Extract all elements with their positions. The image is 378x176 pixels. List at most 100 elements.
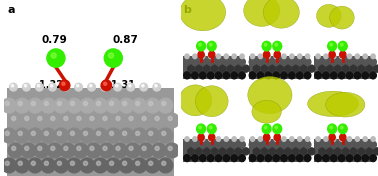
Circle shape xyxy=(223,155,229,162)
Circle shape xyxy=(370,58,376,65)
Bar xyxy=(183,139,244,162)
Circle shape xyxy=(330,126,333,129)
Circle shape xyxy=(338,41,347,51)
Circle shape xyxy=(122,131,127,136)
Circle shape xyxy=(142,146,146,150)
Circle shape xyxy=(125,143,140,158)
Circle shape xyxy=(366,148,372,155)
Circle shape xyxy=(5,101,9,106)
Ellipse shape xyxy=(316,4,341,27)
Text: b: b xyxy=(183,5,191,15)
Circle shape xyxy=(296,72,303,79)
Circle shape xyxy=(185,54,189,59)
Circle shape xyxy=(24,84,27,87)
Circle shape xyxy=(362,141,369,148)
Circle shape xyxy=(305,137,310,141)
Circle shape xyxy=(215,72,222,79)
Circle shape xyxy=(227,65,234,72)
Circle shape xyxy=(350,65,357,72)
Circle shape xyxy=(70,161,74,165)
Circle shape xyxy=(31,161,36,165)
Circle shape xyxy=(240,137,244,141)
Circle shape xyxy=(231,58,237,65)
Circle shape xyxy=(297,137,302,141)
Circle shape xyxy=(34,113,49,128)
Circle shape xyxy=(47,143,62,158)
Circle shape xyxy=(18,161,22,165)
Circle shape xyxy=(207,124,216,134)
Circle shape xyxy=(34,143,49,158)
Circle shape xyxy=(38,116,42,121)
Circle shape xyxy=(155,146,159,150)
Circle shape xyxy=(158,98,173,113)
Circle shape xyxy=(51,53,56,58)
Circle shape xyxy=(261,148,268,155)
Circle shape xyxy=(184,155,190,162)
Circle shape xyxy=(138,113,153,128)
Bar xyxy=(249,139,309,162)
Circle shape xyxy=(362,72,369,79)
Circle shape xyxy=(203,148,210,155)
Circle shape xyxy=(158,158,173,173)
Circle shape xyxy=(201,137,205,141)
Circle shape xyxy=(207,58,214,65)
Circle shape xyxy=(44,161,48,165)
Circle shape xyxy=(264,126,267,129)
Circle shape xyxy=(258,54,262,59)
Circle shape xyxy=(153,83,161,91)
Circle shape xyxy=(64,146,68,150)
Circle shape xyxy=(327,148,333,155)
Circle shape xyxy=(288,58,295,65)
Circle shape xyxy=(323,58,329,65)
Circle shape xyxy=(223,72,229,79)
Circle shape xyxy=(62,82,65,85)
Circle shape xyxy=(28,98,42,113)
Circle shape xyxy=(184,72,190,79)
Circle shape xyxy=(184,58,190,65)
Circle shape xyxy=(275,43,277,46)
Circle shape xyxy=(84,131,88,136)
Bar xyxy=(314,56,375,79)
Circle shape xyxy=(281,72,287,79)
Circle shape xyxy=(264,43,267,46)
Circle shape xyxy=(216,54,221,59)
Circle shape xyxy=(249,58,256,65)
Circle shape xyxy=(330,72,337,79)
Circle shape xyxy=(316,54,320,59)
Circle shape xyxy=(347,137,352,141)
Circle shape xyxy=(339,54,344,59)
Circle shape xyxy=(274,54,278,59)
Circle shape xyxy=(96,101,101,106)
Circle shape xyxy=(106,158,121,173)
Circle shape xyxy=(240,54,244,59)
Circle shape xyxy=(332,54,336,59)
Circle shape xyxy=(73,143,88,158)
Circle shape xyxy=(265,141,271,148)
Circle shape xyxy=(119,98,134,113)
Circle shape xyxy=(197,124,206,134)
Circle shape xyxy=(281,141,287,148)
Circle shape xyxy=(9,83,17,91)
Circle shape xyxy=(60,143,75,158)
Circle shape xyxy=(239,155,245,162)
Circle shape xyxy=(338,124,347,134)
Circle shape xyxy=(215,141,222,148)
Circle shape xyxy=(329,51,335,58)
Circle shape xyxy=(101,80,112,91)
Circle shape xyxy=(200,72,206,79)
Circle shape xyxy=(127,83,135,91)
Circle shape xyxy=(208,137,213,141)
Circle shape xyxy=(203,65,210,72)
Circle shape xyxy=(277,148,284,155)
Ellipse shape xyxy=(308,91,358,117)
Circle shape xyxy=(275,126,277,129)
Circle shape xyxy=(358,65,364,72)
Circle shape xyxy=(216,137,221,141)
Circle shape xyxy=(64,84,66,87)
Circle shape xyxy=(257,155,264,162)
Circle shape xyxy=(86,113,101,128)
Circle shape xyxy=(315,141,321,148)
Circle shape xyxy=(152,143,166,158)
Circle shape xyxy=(192,141,198,148)
Circle shape xyxy=(371,137,375,141)
